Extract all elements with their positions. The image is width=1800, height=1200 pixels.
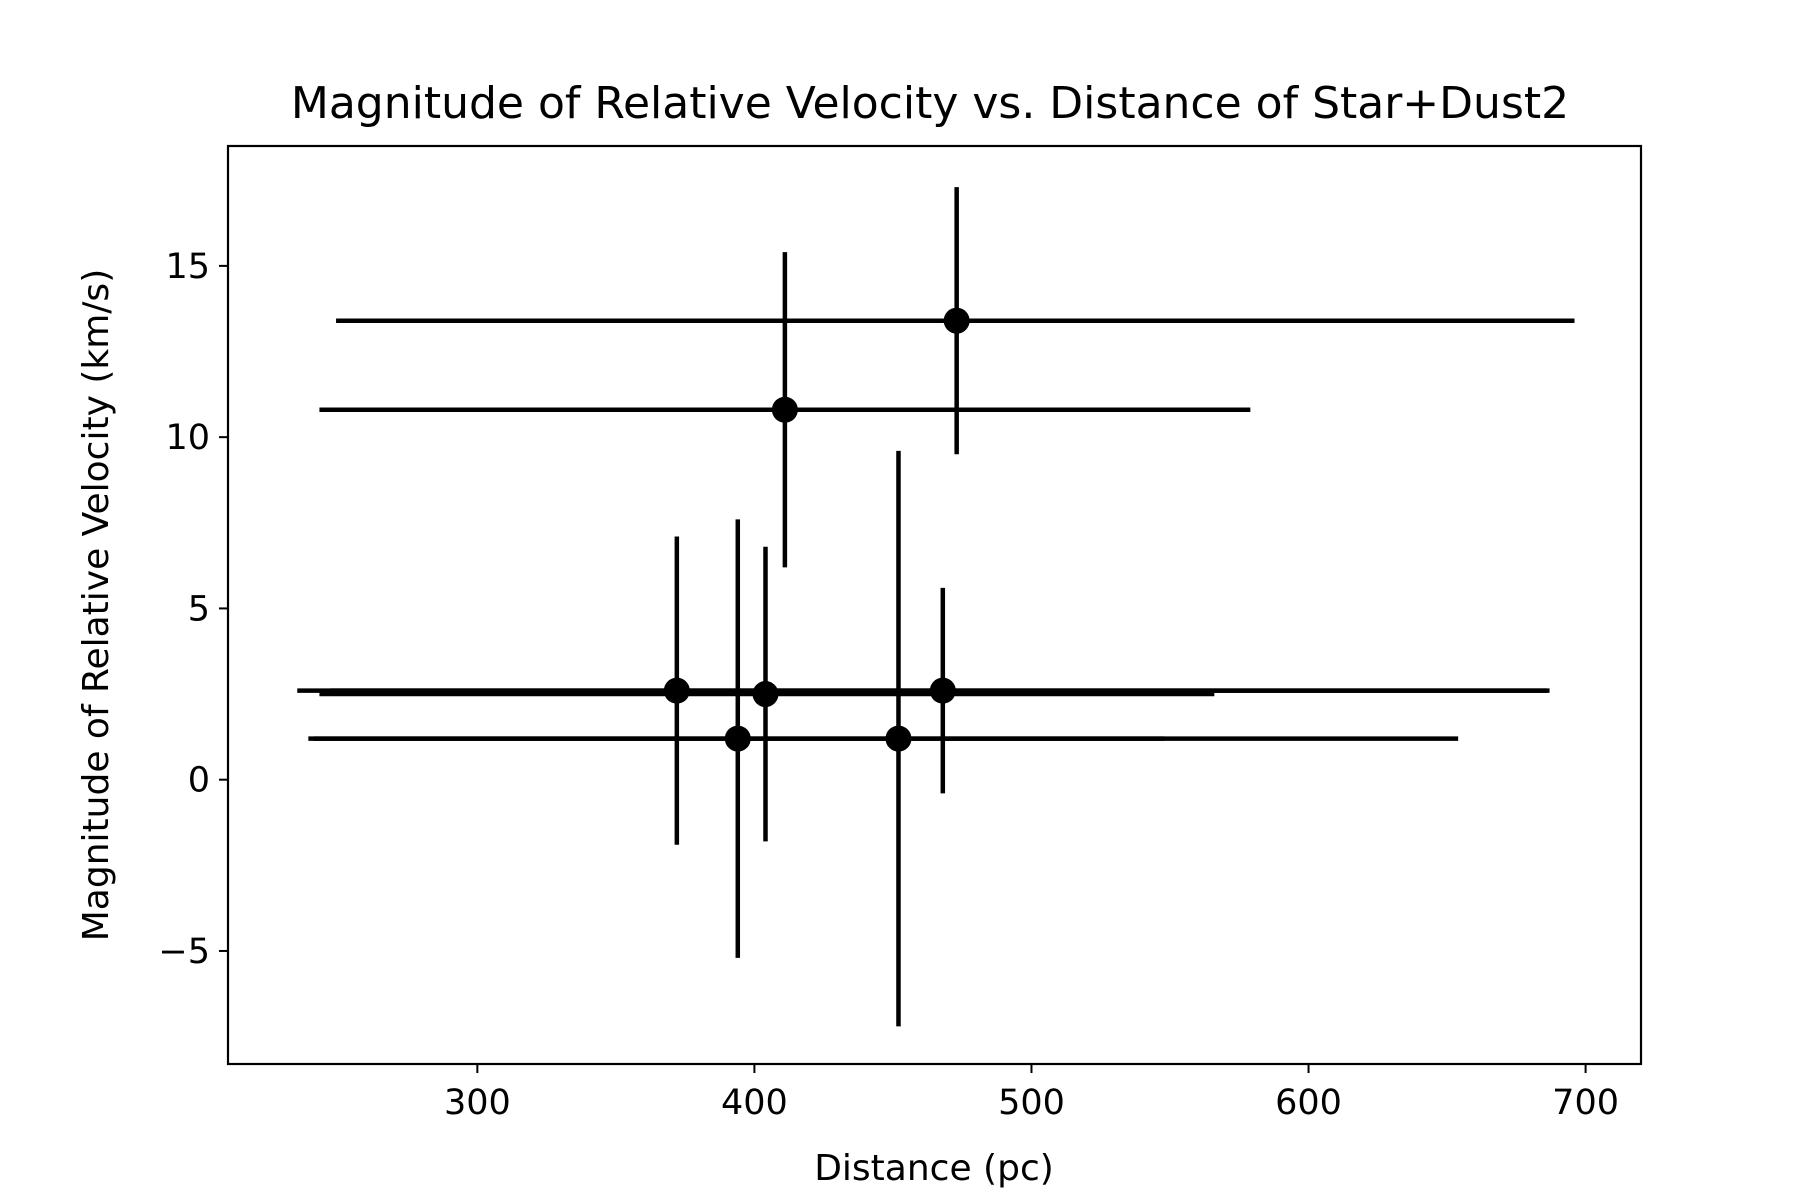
x-axis-label: Distance (pc) bbox=[814, 1148, 1054, 1189]
y-tick-label: 15 bbox=[165, 247, 210, 287]
x-tick-label: 600 bbox=[1275, 1083, 1342, 1123]
data-point-marker bbox=[752, 681, 779, 708]
data-point-marker bbox=[771, 396, 798, 423]
y-tick-label: 10 bbox=[165, 418, 210, 458]
x-tick-label: 300 bbox=[444, 1083, 511, 1123]
data-point-7 bbox=[313, 450, 1459, 1027]
x-tick-label: 700 bbox=[1552, 1083, 1619, 1123]
data-point-marker bbox=[885, 725, 912, 752]
data-point-marker bbox=[929, 677, 956, 704]
plot-frame bbox=[226, 144, 1643, 1066]
data-point-1 bbox=[336, 187, 1575, 455]
y-axis-label: Magnitude of Relative Velocity (km/s) bbox=[76, 269, 117, 942]
x-tick-label: 400 bbox=[721, 1083, 788, 1123]
x-axis: 300 400 500 600 700 bbox=[444, 1064, 1619, 1123]
y-tick-label: 0 bbox=[188, 761, 210, 801]
data-point-marker bbox=[943, 307, 970, 334]
chart-title: Magnitude of Relative Velocity vs. Dista… bbox=[291, 78, 1569, 129]
x-tick-label: 500 bbox=[998, 1083, 1065, 1123]
plot-area bbox=[297, 187, 1575, 1027]
y-tick-label: −5 bbox=[158, 932, 210, 972]
y-axis: −5 0 5 10 15 bbox=[158, 247, 228, 972]
y-tick-label: 5 bbox=[188, 589, 210, 629]
data-point-2 bbox=[319, 252, 1251, 568]
data-point-5 bbox=[330, 587, 1550, 794]
data-point-4 bbox=[319, 546, 1215, 842]
